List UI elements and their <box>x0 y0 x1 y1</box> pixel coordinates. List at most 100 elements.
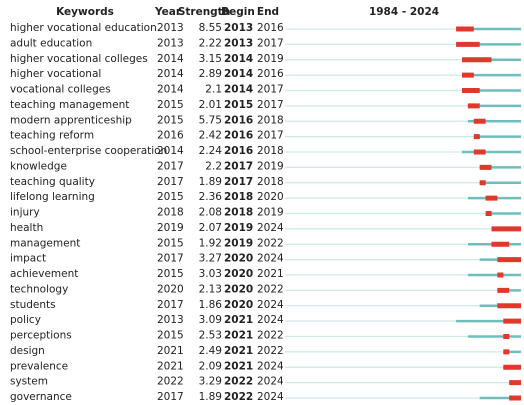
strength: 2.13 <box>199 283 222 295</box>
end: 2024 <box>257 299 284 311</box>
burst-bar <box>491 226 521 232</box>
year: 2013 <box>157 22 184 34</box>
keyword: achievement <box>10 268 78 280</box>
year: 2022 <box>157 376 184 388</box>
burst-bar <box>503 349 510 355</box>
keyword: students <box>10 299 56 311</box>
burst-bar <box>503 334 510 339</box>
keyword: lifelong learning <box>10 191 95 203</box>
keyword: governance <box>10 391 72 403</box>
begin: 2021 <box>224 345 253 357</box>
end: 2022 <box>257 283 284 295</box>
strength: 2.08 <box>199 207 222 219</box>
begin: 2013 <box>224 37 253 49</box>
begin: 2022 <box>224 391 253 403</box>
strength: 2.49 <box>199 345 222 357</box>
strength: 2.53 <box>199 330 222 342</box>
burst-bar <box>462 88 480 93</box>
header-year: Year <box>154 6 182 18</box>
end: 2017 <box>257 130 284 142</box>
end: 2022 <box>257 237 284 249</box>
begin: 2021 <box>224 330 253 342</box>
strength: 2.1 <box>205 84 222 96</box>
strength: 3.15 <box>199 53 222 65</box>
year: 2015 <box>157 330 184 342</box>
keyword: injury <box>10 207 40 219</box>
keyword: vocational colleges <box>10 84 111 96</box>
keyword: policy <box>10 314 41 326</box>
keyword: higher vocational <box>10 68 101 80</box>
keyword: system <box>10 376 48 388</box>
year: 2019 <box>157 222 184 234</box>
begin: 2020 <box>224 253 253 265</box>
year: 2021 <box>157 345 184 357</box>
header-timeline: 1984 - 2024 <box>369 6 439 18</box>
begin: 2013 <box>224 22 253 34</box>
year: 2017 <box>157 391 184 403</box>
keyword: school-enterprise cooperation <box>10 145 167 157</box>
strength: 2.89 <box>199 68 222 80</box>
keyword: health <box>10 222 43 234</box>
strength: 1.92 <box>199 237 222 249</box>
begin: 2017 <box>224 176 253 188</box>
year: 2015 <box>157 237 184 249</box>
end: 2024 <box>257 376 284 388</box>
header-strength: Strength <box>178 6 230 18</box>
burst-bar <box>509 395 521 401</box>
keyword: teaching reform <box>10 130 94 142</box>
strength: 2.42 <box>199 130 222 142</box>
burst-bar <box>497 303 521 309</box>
burst-bar <box>473 134 480 140</box>
year: 2014 <box>157 145 184 157</box>
end: 2017 <box>257 84 284 96</box>
burst-bar <box>467 103 480 109</box>
year: 2017 <box>157 299 184 311</box>
keyword: impact <box>10 253 46 265</box>
begin: 2018 <box>224 207 253 219</box>
header-keywords: Keywords <box>56 6 114 18</box>
burst-bar <box>462 72 474 78</box>
end: 2016 <box>257 68 284 80</box>
begin: 2017 <box>224 160 253 172</box>
end: 2022 <box>257 345 284 357</box>
begin: 2019 <box>224 237 253 249</box>
begin: 2014 <box>224 84 253 96</box>
keyword: design <box>10 345 45 357</box>
end: 2018 <box>257 114 284 126</box>
strength: 1.86 <box>199 299 223 311</box>
end: 2021 <box>257 268 284 280</box>
keyword: adult education <box>10 37 92 49</box>
begin: 2020 <box>224 299 253 311</box>
keyword: teaching quality <box>10 176 95 188</box>
burst-bar <box>497 287 510 293</box>
keyword: management <box>10 237 80 249</box>
strength: 2.22 <box>199 37 222 49</box>
burst-bar <box>485 211 492 216</box>
strength: 1.89 <box>199 391 222 403</box>
year: 2018 <box>157 207 184 219</box>
year: 2015 <box>157 114 184 126</box>
year: 2017 <box>157 176 184 188</box>
burst-bar <box>456 26 474 32</box>
begin: 2014 <box>224 53 253 65</box>
strength: 2.36 <box>199 191 223 203</box>
burst-bar <box>462 57 492 63</box>
end: 2022 <box>257 330 284 342</box>
keyword: higher vocational colleges <box>10 53 148 65</box>
year: 2015 <box>157 268 184 280</box>
begin: 2016 <box>224 130 253 142</box>
burst-bar <box>473 149 486 155</box>
end: 2019 <box>257 53 284 65</box>
year: 2014 <box>157 84 184 96</box>
end: 2020 <box>257 191 284 203</box>
end: 2024 <box>257 391 284 403</box>
year: 2020 <box>157 283 184 295</box>
strength: 1.89 <box>199 176 222 188</box>
year: 2013 <box>157 314 184 326</box>
begin: 2018 <box>224 191 253 203</box>
end: 2016 <box>257 22 284 34</box>
strength: 3.09 <box>199 314 222 326</box>
end: 2018 <box>257 145 284 157</box>
